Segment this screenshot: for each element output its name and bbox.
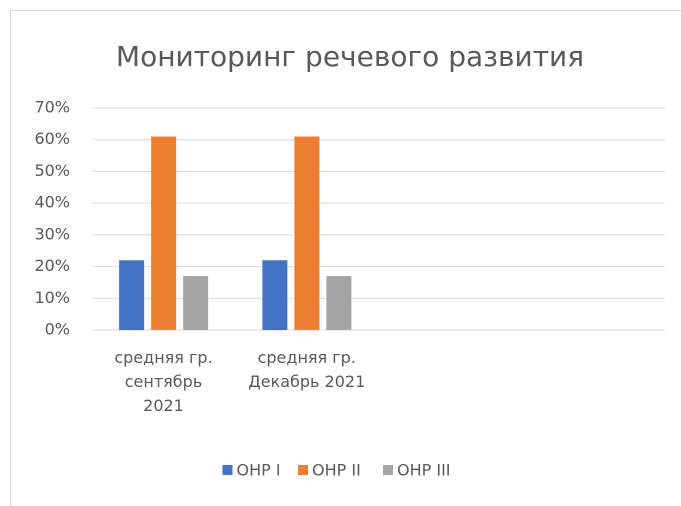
legend-swatch <box>383 465 393 475</box>
y-tick-label: 70% <box>34 98 70 117</box>
y-tick-label: 20% <box>34 256 70 275</box>
y-tick-label: 0% <box>45 320 70 339</box>
bar <box>294 136 320 330</box>
legend-label: ОНР III <box>397 461 451 480</box>
legend-swatch <box>298 465 308 475</box>
legend-label: ОНР I <box>237 461 281 480</box>
y-tick-label: 40% <box>34 193 70 212</box>
y-tick-label: 30% <box>34 224 70 243</box>
bar <box>326 276 352 330</box>
y-tick-label: 50% <box>34 161 70 180</box>
bar <box>151 136 177 330</box>
y-tick-label: 10% <box>34 288 70 307</box>
chart-border <box>10 10 681 506</box>
chart-title: Мониторинг речевого развития <box>116 40 584 73</box>
x-tick-label: средняя гр. сентябрь 2021 <box>114 348 213 415</box>
y-tick-label: 60% <box>34 129 70 148</box>
legend-label: ОНР II <box>312 461 361 480</box>
bar <box>183 276 209 330</box>
x-tick-label: средняя гр. Декабрь 2021 <box>248 348 366 391</box>
legend-swatch <box>222 465 233 475</box>
bar <box>262 260 288 330</box>
bar <box>119 260 145 330</box>
